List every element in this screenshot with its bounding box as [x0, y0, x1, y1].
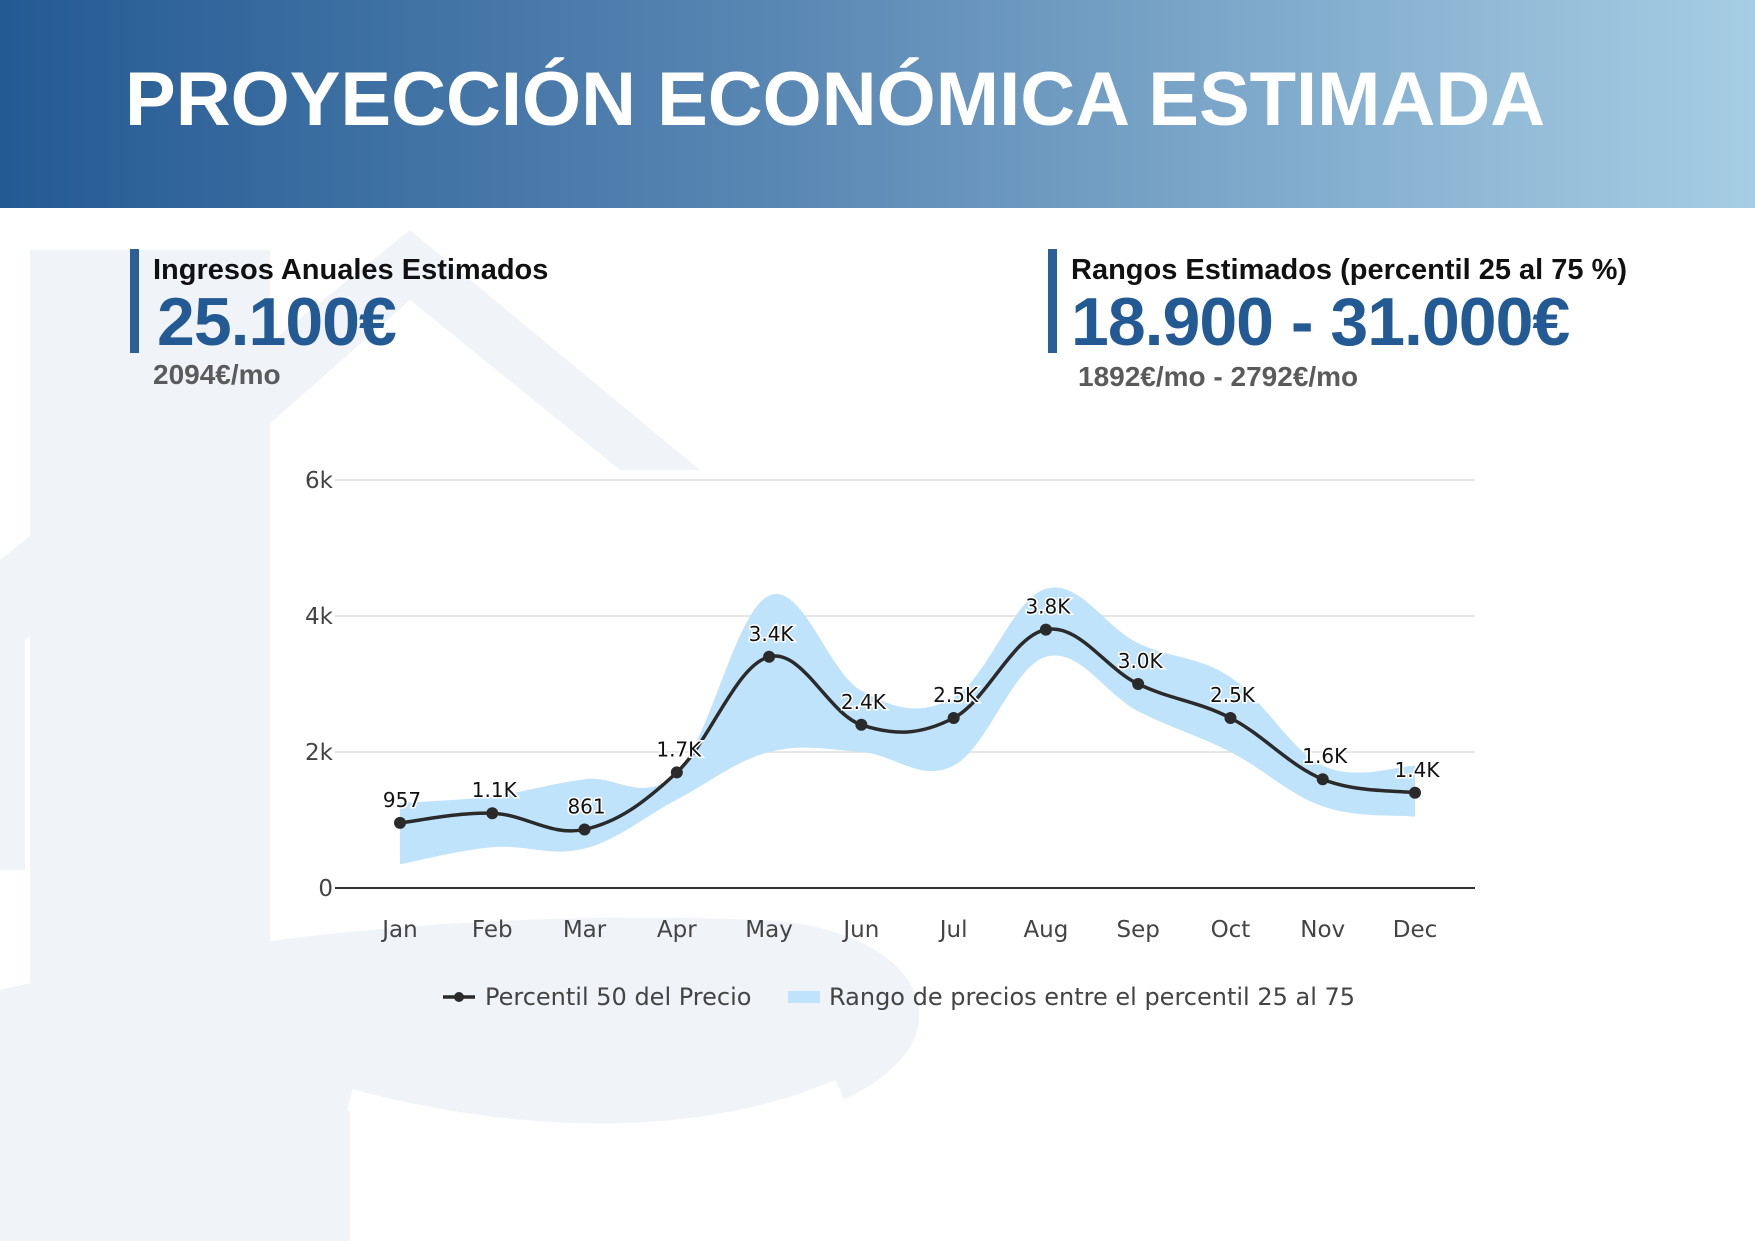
percentile-range-band: [400, 587, 1415, 865]
data-label-oct: 2.5K: [1210, 683, 1256, 707]
median-point-feb: [486, 807, 499, 820]
data-label-jan: 957: [383, 788, 421, 812]
median-point-may: [763, 650, 776, 663]
x-tick-label-may: May: [745, 917, 793, 943]
median-point-jun: [855, 718, 868, 731]
data-label-dec: 1.4K: [1395, 758, 1441, 782]
data-label-apr: 1.7K: [656, 737, 702, 761]
estimated-range-monthly: 1892€/mo - 2792€/mo: [1078, 361, 1359, 392]
x-tick-label-dec: Dec: [1393, 917, 1438, 943]
legend-band-swatch: [788, 991, 820, 1003]
annual-income-value: 25.100€: [157, 284, 397, 360]
y-tick-label: 6k: [305, 468, 334, 494]
estimated-range-value: 18.900 - 31.000€: [1071, 284, 1570, 360]
median-point-jul: [947, 712, 960, 724]
data-label-aug: 3.8K: [1025, 595, 1071, 619]
annual-income-label: Ingresos Anuales Estimados: [153, 254, 549, 286]
y-tick-label: 4k: [305, 604, 334, 630]
median-point-aug: [1039, 623, 1052, 636]
x-tick-label-jul: Jul: [938, 917, 968, 943]
data-label-may: 3.4K: [749, 622, 795, 646]
x-tick-label-feb: Feb: [472, 917, 513, 943]
x-tick-label-apr: Apr: [657, 917, 697, 943]
legend-median-label: Percentil 50 del Precio: [485, 983, 751, 1011]
annual-income-monthly: 2094€/mo: [153, 359, 281, 390]
x-tick-label-jun: Jun: [841, 917, 879, 943]
estimated-range-label: Rangos Estimados (percentil 25 al 75 %): [1071, 254, 1628, 286]
x-tick-label-sep: Sep: [1117, 917, 1160, 943]
y-tick-label: 2k: [305, 740, 334, 766]
x-tick-label-oct: Oct: [1211, 917, 1251, 943]
median-point-nov: [1316, 773, 1329, 786]
median-point-apr: [670, 766, 683, 779]
accent-bar: [130, 249, 139, 353]
data-label-feb: 1.1K: [472, 778, 518, 802]
x-tick-label-jan: Jan: [380, 917, 417, 943]
median-point-jan: [394, 816, 406, 829]
x-tick-label-aug: Aug: [1023, 917, 1068, 943]
median-point-dec: [1409, 786, 1421, 799]
legend-median-marker: [454, 992, 464, 1002]
data-label-sep: 3.0K: [1118, 649, 1164, 673]
page-title: PROYECCIÓN ECONÓMICA ESTIMADA: [125, 57, 1546, 142]
x-tick-label-nov: Nov: [1300, 917, 1345, 943]
median-point-oct: [1224, 712, 1237, 724]
accent-bar: [1048, 249, 1057, 353]
data-label-jun: 2.4K: [841, 690, 887, 714]
data-label-nov: 1.6K: [1302, 744, 1348, 768]
data-label-jul: 2.5K: [933, 683, 979, 707]
legend-band-label: Rango de precios entre el percentil 25 a…: [829, 983, 1355, 1011]
y-tick-label: 0: [318, 876, 333, 902]
data-label-mar: 861: [567, 794, 605, 818]
x-tick-label-mar: Mar: [563, 917, 607, 943]
header-banner: PROYECCIÓN ECONÓMICA ESTIMADA: [0, 0, 1755, 208]
median-point-mar: [578, 823, 591, 836]
income-chart: 0 2k 4k 6k 957 1.1K 861 1.7K 3.4K 2.4K 2.5K 3.8K 3.0…: [305, 468, 1475, 1011]
median-point-sep: [1132, 678, 1145, 690]
